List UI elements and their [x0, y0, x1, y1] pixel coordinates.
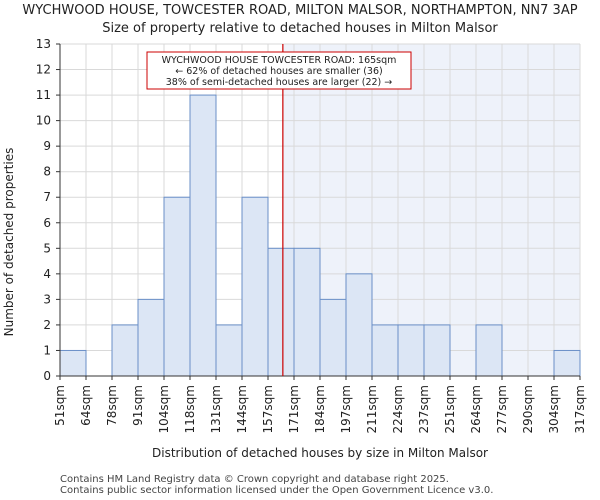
y-tick-label: 2 — [43, 318, 51, 332]
y-axis-label: Number of detached properties — [2, 148, 16, 337]
histogram-bar — [189, 94, 217, 377]
y-tick-label: 6 — [43, 216, 51, 230]
y-tick-label: 0 — [43, 369, 51, 383]
x-tick-label: 251sqm — [443, 385, 457, 433]
x-tick-label: 51sqm — [53, 385, 67, 426]
x-tick-label: 131sqm — [209, 385, 223, 433]
x-tick-label: 64sqm — [79, 385, 93, 426]
histogram-bar — [241, 196, 269, 377]
histogram-bar — [163, 196, 191, 377]
x-tick-label: 264sqm — [469, 385, 483, 433]
y-tick-label: 12 — [36, 63, 51, 77]
x-tick-label: 118sqm — [183, 385, 197, 433]
histogram-bar — [553, 349, 581, 377]
y-tick-label: 11 — [36, 88, 51, 102]
x-tick-label: 277sqm — [495, 385, 509, 433]
y-tick-label: 4 — [43, 267, 51, 281]
histogram-bar — [423, 324, 451, 377]
histogram-bar — [319, 298, 347, 377]
annotation-box — [146, 51, 412, 90]
x-tick-label: 290sqm — [521, 385, 535, 433]
histogram-bar — [371, 324, 399, 377]
x-tick-label: 237sqm — [417, 385, 431, 433]
histogram-bar — [293, 247, 321, 377]
annotation-line: ← 62% of detached houses are smaller (36… — [175, 66, 382, 77]
x-tick-label: 211sqm — [365, 385, 379, 433]
y-tick-label: 3 — [43, 292, 51, 306]
y-tick-label: 9 — [43, 139, 51, 153]
histogram-bar — [345, 273, 373, 377]
x-tick-label: 304sqm — [547, 385, 561, 433]
y-tick-label: 1 — [43, 343, 51, 357]
x-tick-label: 157sqm — [261, 385, 275, 433]
x-tick-label: 104sqm — [157, 385, 171, 433]
histogram-bar — [397, 324, 425, 377]
y-tick-label: 8 — [43, 165, 51, 179]
x-tick-label: 184sqm — [313, 385, 327, 433]
annotation-line: 38% of semi-detached houses are larger (… — [166, 77, 393, 88]
y-tick-label: 13 — [36, 37, 51, 51]
histogram-bar — [137, 298, 165, 377]
histogram-bar — [215, 324, 243, 377]
histogram-bar — [59, 349, 87, 377]
y-tick-label: 7 — [43, 190, 51, 204]
x-tick-label: 317sqm — [573, 385, 587, 433]
histogram-bar — [111, 324, 139, 377]
footer-line-1: Contains HM Land Registry data © Crown c… — [60, 474, 449, 485]
annotation-line: WYCHWOOD HOUSE TOWCESTER ROAD: 165sqm — [162, 55, 397, 66]
x-tick-label: 171sqm — [287, 385, 301, 433]
x-tick-label: 91sqm — [131, 385, 145, 426]
y-tick-label: 10 — [36, 114, 51, 128]
x-tick-label: 224sqm — [391, 385, 405, 433]
chart-title: WYCHWOOD HOUSE, TOWCESTER ROAD, MILTON M… — [22, 3, 578, 18]
footer-line-2: Contains public sector information licen… — [60, 485, 494, 496]
x-axis-label: Distribution of detached houses by size … — [152, 446, 488, 460]
x-tick-label: 78sqm — [105, 385, 119, 426]
x-tick-label: 197sqm — [339, 385, 353, 433]
x-tick-label: 144sqm — [235, 385, 249, 433]
y-tick-label: 5 — [43, 241, 51, 255]
histogram-bar — [475, 324, 503, 377]
histogram-bar — [267, 247, 295, 377]
chart-subtitle: Size of property relative to detached ho… — [102, 21, 498, 36]
